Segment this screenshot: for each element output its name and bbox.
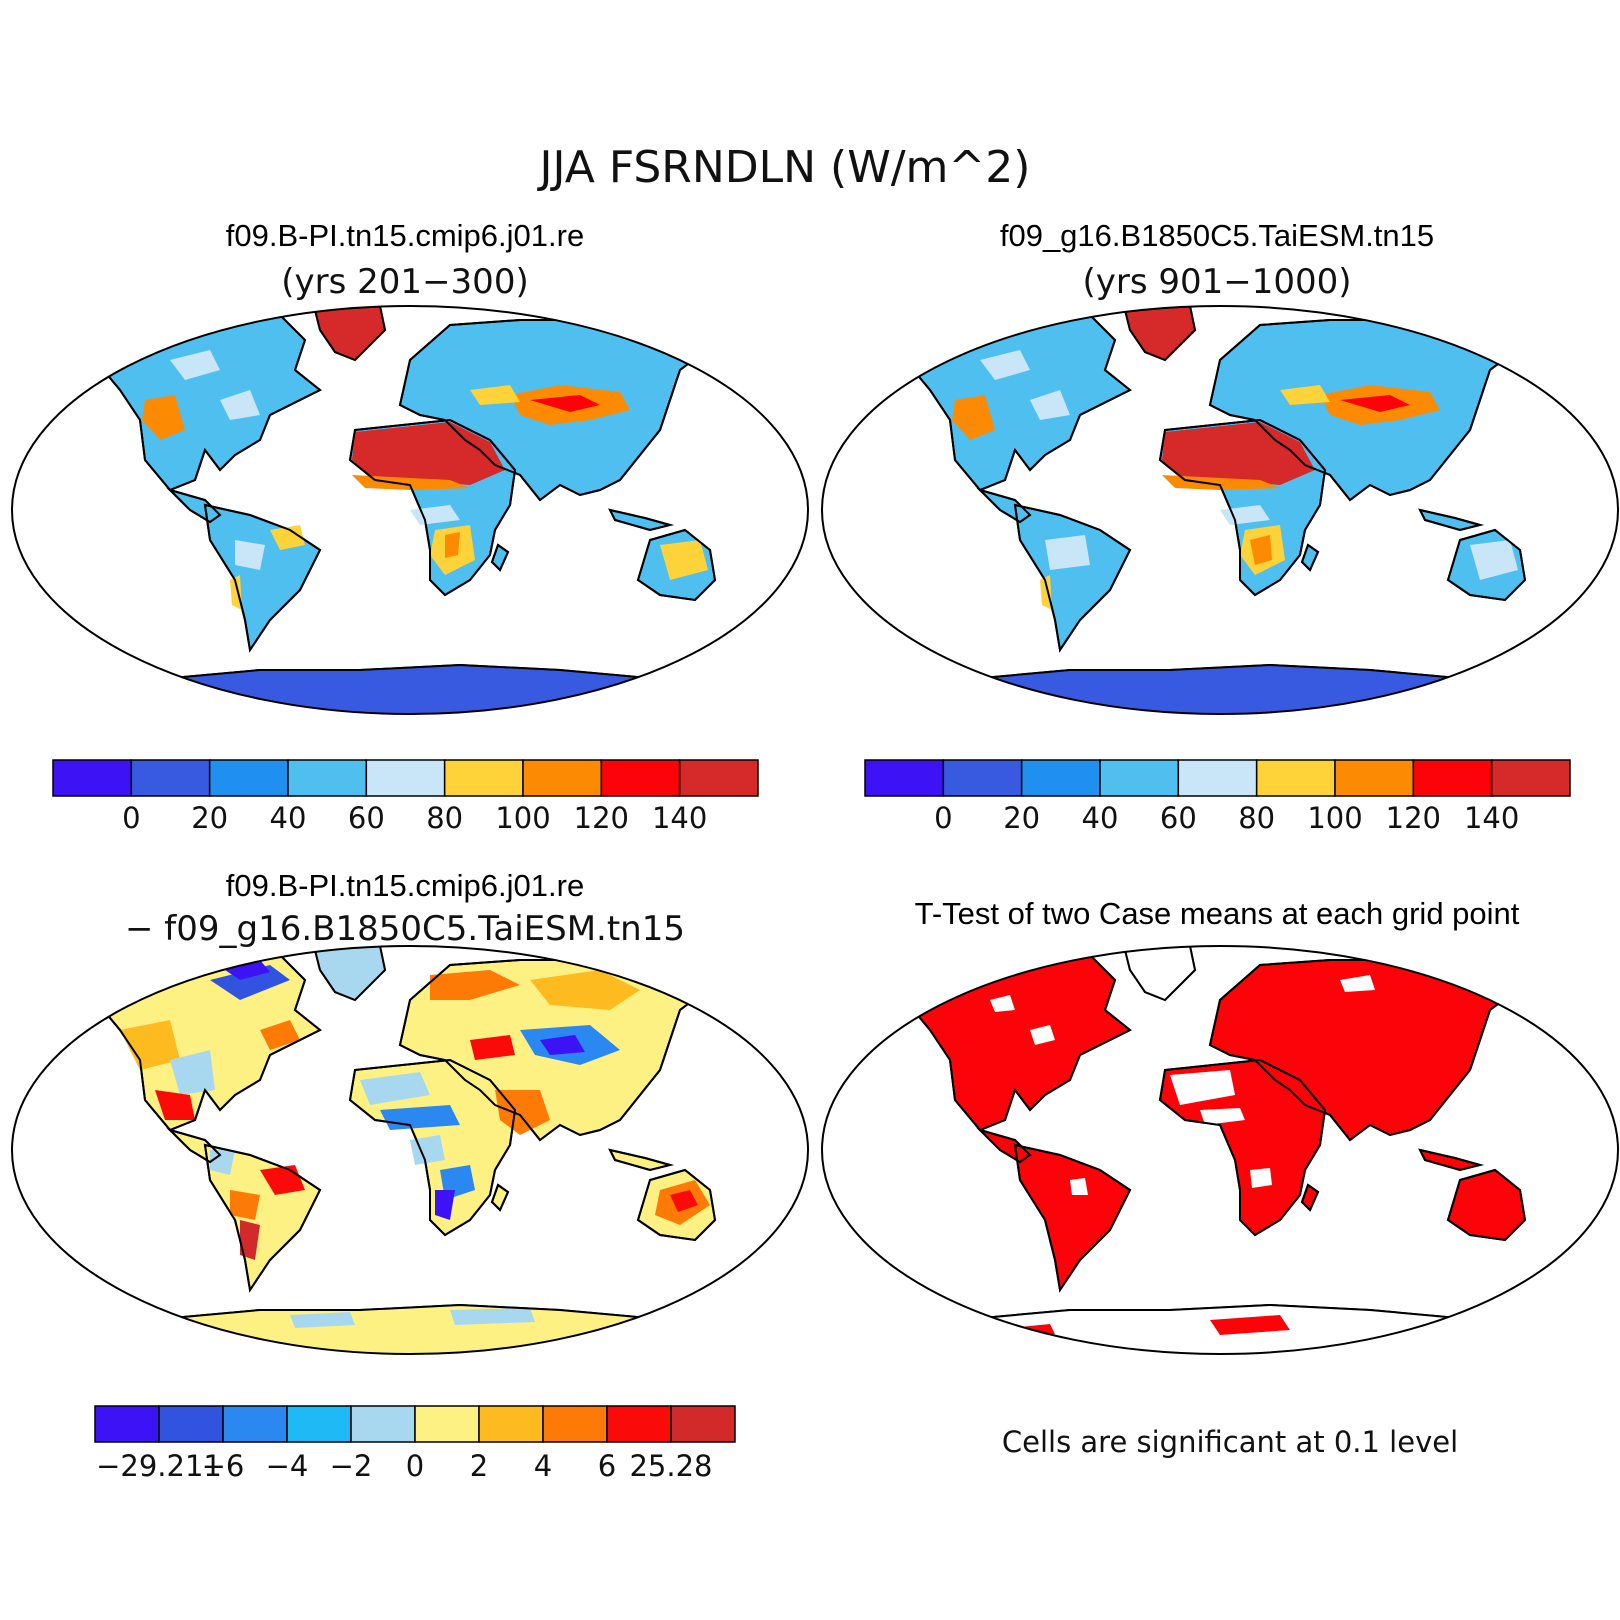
colorbar-label: 40 [1082,801,1119,835]
colorbar-label: 60 [348,801,385,835]
colorbar-box [600,759,681,797]
colorbar-label: 80 [1238,801,1275,835]
colorbar-box [286,1405,352,1443]
figure-title: JJA FSRNDLN (W/m^2) [537,142,1031,193]
panel-diff-map-border [11,945,809,1355]
colorbar-box [365,759,446,797]
panel-ttest-title: T-Test of two Case means at each grid po… [915,896,1520,931]
colorbar-label: 25.28 [629,1449,712,1483]
panel-case1-title: f09.B-PI.tn15.cmip6.j01.re [226,218,584,253]
colorbar-box [1177,759,1258,797]
panel-case2-title: f09_g16.B1850C5.TaiESM.tn15 [1000,218,1434,253]
colorbar-box [1412,759,1493,797]
panel-ttest: T-Test of two Case means at each grid po… [821,896,1619,1459]
panel-case2-map [822,306,1618,714]
panel-diff: f09.B-PI.tn15.cmip6.j01.re − f09_g16.B18… [11,868,809,1483]
colorbar-box [606,1405,672,1443]
panel-diff-subtitle: − f09_g16.B1850C5.TaiESM.tn15 [125,909,685,949]
panel-case2-subtitle: (yrs 901−1000) [1082,262,1351,302]
colorbar-box [864,759,945,797]
colorbar-label: 0 [934,801,952,835]
colorbar-label: 140 [652,801,707,835]
colorbar-box [542,1405,608,1443]
colorbar-box [1099,759,1180,797]
colorbar-label: 20 [191,801,228,835]
panel-case1: f09.B-PI.tn15.cmip6.j01.re (yrs 201−300) [11,218,809,835]
colorbar-box [670,1405,736,1443]
colorbar-box [1255,759,1336,797]
colorbar-box [287,759,368,797]
colorbar-label: 120 [574,801,629,835]
panel-case2-map-border [821,305,1619,715]
colorbar-box [522,759,603,797]
colorbar-box [222,1405,288,1443]
colorbar-box [1020,759,1101,797]
colorbar-label: 80 [426,801,463,835]
colorbar-box [94,1405,160,1443]
colorbar-box [52,759,133,797]
panel-diff-title: f09.B-PI.tn15.cmip6.j01.re [226,868,584,903]
colorbar-label: 2 [470,1449,488,1483]
colorbar-label: 4 [534,1449,552,1483]
colorbar-box [208,759,289,797]
colorbar-box [350,1405,416,1443]
panel-case2-colorbar: 0 20 40 60 80 100 120 140 [864,759,1571,835]
panel-diff-map [12,946,808,1354]
panel-diff-colorbar: −29.211−6 −4 −2 0 2 4 6 25.28 [94,1405,736,1483]
colorbar-box [158,1405,224,1443]
colorbar-label: 40 [270,801,307,835]
colorbar-box [1334,759,1415,797]
panel-case1-colorbar: 0 20 40 60 80 100 120 140 [52,759,759,835]
colorbar-label: 20 [1003,801,1040,835]
colorbar-label: 120 [1386,801,1441,835]
colorbar-label: 6 [598,1449,616,1483]
colorbar-label: −6 [202,1449,245,1483]
colorbar-box [478,1405,544,1443]
colorbar-box [678,759,759,797]
colorbar-box [942,759,1023,797]
colorbar-label: 100 [1307,801,1362,835]
panel-case1-subtitle: (yrs 201−300) [281,262,528,302]
panel-ttest-map [822,946,1618,1354]
colorbar-label: −29.211 [96,1449,222,1483]
colorbar-label: 100 [495,801,550,835]
panel-ttest-note: Cells are significant at 0.1 level [1002,1425,1458,1459]
panel-case1-map-border [11,305,809,715]
colorbar-label: 0 [122,801,140,835]
colorbar-box [130,759,211,797]
colorbar-label: 0 [406,1449,424,1483]
colorbar-label: 60 [1160,801,1197,835]
colorbar-label: 140 [1464,801,1519,835]
colorbar-label: −4 [266,1449,309,1483]
panel-case1-map [12,306,808,714]
colorbar-box [414,1405,480,1443]
panel-ttest-map-border [821,945,1619,1355]
colorbar-label: −2 [330,1449,373,1483]
colorbar-box [1490,759,1571,797]
panel-case2: f09_g16.B1850C5.TaiESM.tn15 (yrs 901−100… [821,218,1619,835]
colorbar-box [443,759,524,797]
